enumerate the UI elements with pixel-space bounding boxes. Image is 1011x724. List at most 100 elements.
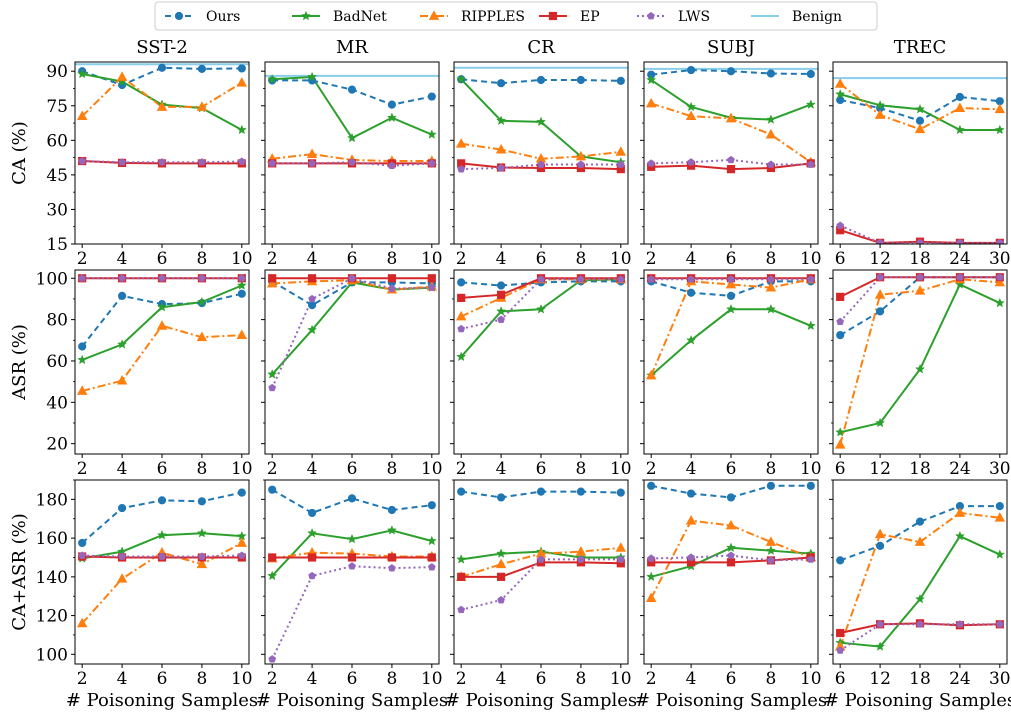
legend-label-ep: EP <box>580 9 600 25</box>
data-point-ep <box>457 572 466 581</box>
panel-frame <box>264 269 440 455</box>
x-tick-label: 2 <box>267 249 278 269</box>
data-point-badnet <box>994 297 1005 308</box>
x-tick-label: 2 <box>77 459 88 479</box>
data-point-ours <box>237 289 246 298</box>
legend-entry-badnet: BadNet <box>292 9 387 25</box>
data-point-badnet <box>307 324 318 335</box>
data-point-lws <box>955 238 964 244</box>
x-tick-label: 2 <box>456 249 467 269</box>
series-line-lws <box>839 224 1000 244</box>
data-point-ours <box>647 481 656 490</box>
data-point-badnet <box>914 593 926 604</box>
data-point-lws <box>647 554 656 562</box>
data-point-ours <box>268 485 277 494</box>
data-point-badnet <box>535 304 547 314</box>
data-point-ep <box>836 292 845 301</box>
panel-frame <box>832 61 1008 245</box>
data-point-ours <box>806 481 815 490</box>
panel-ca-asr-trec: 6 12 18 24 30# Poisoning Samples <box>824 479 1011 711</box>
data-point-ripples <box>994 512 1006 522</box>
data-point-lws <box>806 555 815 563</box>
data-point-ripples <box>615 146 627 156</box>
data-point-ripples <box>834 439 846 449</box>
series-line-lws <box>82 160 242 164</box>
x-tick-label: 8 <box>575 249 586 269</box>
data-point-badnet <box>236 280 247 290</box>
series-line-lws <box>271 565 432 660</box>
data-point-lws <box>497 595 506 604</box>
x-tick-label: 2 <box>267 669 278 689</box>
legend-entry-lws: LWS <box>637 9 710 25</box>
x-axis-label: # Poisoning Samples <box>824 690 1011 711</box>
data-point-ours <box>157 63 167 72</box>
panel-ca-subj: SUBJ 2 4 6 8 10 <box>640 37 822 269</box>
x-tick-label: 6 <box>157 249 168 269</box>
data-point-ripples <box>765 536 777 546</box>
panel-frame <box>453 61 629 245</box>
plot-area <box>833 77 1007 244</box>
data-point-ours <box>307 301 317 310</box>
column-title-cr: CR <box>527 37 555 58</box>
x-tick-label: 30 <box>989 249 1011 269</box>
data-point-lws <box>916 238 924 244</box>
data-point-ours <box>616 488 625 497</box>
legend-label-ripples: RIPPLES <box>461 9 525 25</box>
data-point-badnet <box>386 112 397 123</box>
data-point-ripples <box>495 558 507 569</box>
series-line-badnet <box>839 283 1001 434</box>
data-point-badnet <box>954 124 965 135</box>
x-tick-label: 10 <box>231 249 253 269</box>
data-point-ripples <box>236 329 248 340</box>
data-point-badnet <box>307 71 318 82</box>
x-tick-label: 2 <box>646 669 657 689</box>
data-point-lws <box>118 158 127 166</box>
x-tick-label: 30 <box>989 459 1011 479</box>
panel-frame <box>74 61 250 245</box>
data-point-lws <box>118 274 127 282</box>
plot-area <box>645 481 817 603</box>
plot-area <box>265 71 439 169</box>
data-point-ours <box>427 501 436 510</box>
x-tick-label: 8 <box>386 249 397 269</box>
data-point-ripples <box>685 515 697 525</box>
series-line-badnet <box>460 278 621 358</box>
column-title-mr: MR <box>336 37 368 58</box>
data-point-ours <box>686 65 696 75</box>
data-point-lws <box>308 294 317 303</box>
data-point-ripples <box>306 148 318 159</box>
plot-area <box>266 274 438 392</box>
data-point-lws <box>78 551 87 559</box>
x-axis-label: # Poisoning Samples <box>445 690 637 711</box>
data-point-lws <box>616 275 625 283</box>
data-point-ours <box>995 502 1004 511</box>
data-point-lws <box>268 159 277 167</box>
data-point-lws <box>806 275 815 283</box>
x-tick-label: 6 <box>726 669 737 689</box>
x-tick-label: 2 <box>267 459 278 479</box>
x-tick-label: 10 <box>421 669 443 689</box>
y-tick-label: 20 <box>46 435 68 455</box>
series-line-lws <box>651 554 811 562</box>
data-point-badnet <box>805 99 816 109</box>
series-line-ripples <box>81 75 243 117</box>
data-point-lws <box>687 275 696 283</box>
x-tick-label: 8 <box>575 669 586 689</box>
data-point-ripples <box>116 71 128 81</box>
data-point-lws <box>687 158 696 166</box>
data-point-ours <box>496 79 506 88</box>
legend-marker-ripples <box>428 10 440 20</box>
data-point-lws <box>836 221 845 229</box>
data-point-lws <box>427 563 436 571</box>
x-tick-label: 8 <box>386 459 397 479</box>
data-point-ours <box>726 493 736 502</box>
x-tick-label: 8 <box>196 459 207 479</box>
x-tick-label: 4 <box>307 249 318 269</box>
data-point-badnet <box>535 116 547 127</box>
data-point-ripples <box>994 103 1006 114</box>
data-point-ours <box>427 92 436 101</box>
series-line-lws <box>460 558 621 611</box>
x-tick-label: 4 <box>307 669 318 689</box>
data-point-badnet <box>267 570 278 581</box>
data-point-ripples <box>156 101 168 111</box>
